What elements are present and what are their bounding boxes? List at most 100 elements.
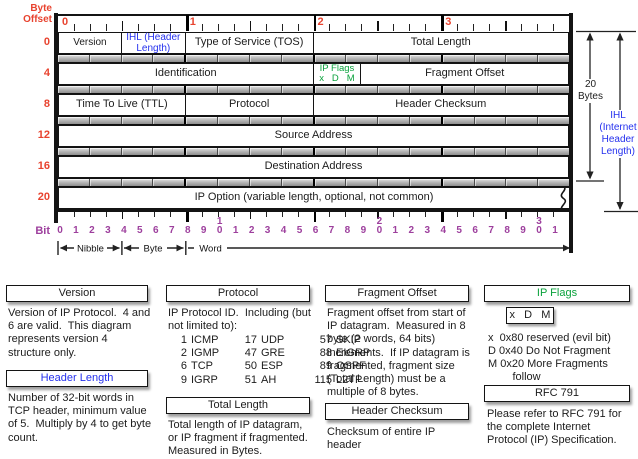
bottom-ruler-tick (457, 212, 459, 217)
field-cell-protocol: Protocol (185, 94, 314, 116)
separator-segment (378, 148, 410, 155)
top-ruler-number: 2 (317, 16, 324, 28)
row-separator-1 (58, 85, 569, 94)
separator-segment (122, 86, 154, 93)
top-ruler-tick (313, 15, 317, 31)
bottom-ruler-tick (121, 212, 124, 219)
separator-segment (506, 117, 539, 124)
bit-number: 7 (328, 225, 335, 236)
separator-segment (90, 117, 122, 124)
bit-number: 1 (392, 225, 399, 236)
note-title-header-length: Header Length (6, 370, 148, 387)
separator-segment (506, 179, 539, 186)
word-scale-label: Word (199, 244, 222, 255)
text-line: header (327, 439, 362, 452)
separator-segment (443, 179, 475, 186)
text-line: structure only. (8, 346, 77, 359)
protocol-id: 50 (244, 360, 257, 373)
bottom-ruler-tick (409, 212, 411, 217)
field-label: IHL (Header Length) (126, 31, 181, 55)
separator-segment (250, 148, 282, 155)
bit-number: 9 (360, 225, 367, 236)
bit-number: 8 (344, 225, 351, 236)
separator-segment (122, 117, 154, 124)
bottom-ruler-tick (489, 212, 491, 217)
text-line: or IP fragment if fragmented. (168, 432, 308, 445)
bottom-ruler-tick (377, 212, 379, 219)
text-line: M 0x20 More Fragments (488, 358, 608, 370)
top-ruler-tick (217, 24, 219, 31)
bit-number: 3 (264, 225, 271, 236)
separator-segment (378, 55, 410, 62)
bottom-ruler-tick (89, 212, 91, 217)
top-ruler-tick (73, 24, 75, 31)
top-ruler-tick (201, 24, 203, 31)
separator-segment (218, 55, 250, 62)
text-line: Checksum of entire IP (327, 426, 436, 438)
bit-number: 4 (121, 225, 127, 236)
separator-segment (58, 117, 90, 124)
separator-segment (443, 55, 475, 62)
text-line: not limited to): (168, 320, 238, 333)
bit-number: 3 (105, 225, 111, 236)
separator-segment (58, 55, 90, 62)
top-ruler-tick (249, 21, 252, 31)
separator-segment (218, 86, 250, 93)
top-ruler-tick (409, 24, 411, 31)
row-separator-4 (58, 178, 569, 187)
note-body-header-length: Number of 32-bit words in TCP header, min… (8, 392, 151, 445)
byte-offset-axis-label: Byte Offset (23, 3, 52, 25)
text-line: Total length of IP datagram, (168, 419, 303, 431)
text-line: of 5. Multiply by 4 to get byte (8, 418, 152, 431)
separator-segment (250, 55, 282, 62)
separator-segment (186, 86, 219, 93)
protocol-name: TCP (191, 360, 213, 373)
protocol-id: 89 (319, 360, 332, 373)
separator-segment (410, 117, 443, 124)
text-line: Version of IP Protocol. 4 and (8, 307, 151, 319)
separator-segment (250, 117, 282, 124)
separator-segment (122, 55, 154, 62)
top-ruler-number: 0 (62, 16, 69, 28)
right-frame-line (569, 13, 573, 253)
separator-segment (346, 179, 379, 186)
top-ruler-tick (297, 24, 299, 31)
text-line: IP datagram. Measured in 8 (327, 320, 466, 333)
note-title-version: Version (6, 285, 148, 302)
bit-number: 3 (424, 225, 431, 236)
separator-segment (58, 148, 90, 155)
separator-segment (538, 179, 569, 186)
protocol-name: IGRP (191, 373, 218, 386)
separator-segment (90, 148, 122, 155)
ihl-length-label: IHL (Internet Header Length) (597, 110, 638, 158)
bottom-ruler-line (54, 209, 573, 212)
field-cell-total-length: Total Length (313, 32, 569, 54)
note-body-protocol: IP Protocol ID. Including (but not limite… (168, 307, 311, 333)
top-ruler-tick (169, 24, 171, 31)
note-body-total-length: Total length of IP datagram, or IP fragme… (168, 419, 308, 459)
separator-segment (506, 86, 539, 93)
separator-segment (218, 179, 250, 186)
separator-segment (58, 86, 90, 93)
field-cell-type-of-service-tos: Type of Service (TOS) (185, 32, 314, 54)
separator-segment (410, 179, 443, 186)
text-line: multiple of 8 bytes. (327, 386, 419, 399)
separator-segment (282, 117, 315, 124)
field-label: Protocol (228, 98, 270, 111)
protocol-id: 47 (244, 347, 257, 360)
twenty-bytes-label: 20 Bytes (574, 79, 607, 103)
top-ruler-tick (105, 24, 107, 31)
note-body-ip-flags: x 0x80 reserved (evil bit) D 0x40 Do Not … (488, 332, 611, 384)
separator-segment (122, 179, 154, 186)
field-cell-ip-option-variable-length-optional-not-common: IP Option (variable length, optional, no… (58, 186, 569, 212)
text-line: increments. If IP datagram is (327, 346, 470, 359)
protocol-id: 6 (180, 360, 187, 373)
note-body-rfc-791: Please refer to RFC 791 for the complete … (487, 408, 622, 448)
separator-segment (346, 55, 379, 62)
field-cell-ip-flags: IP Flags x D M (313, 63, 362, 85)
top-ruler-tick (457, 24, 459, 31)
field-cell-version: Version (58, 32, 122, 54)
separator-segment (346, 117, 379, 124)
header-row-offset-4: Identification IP Flags x D M Fragment Offs… (58, 63, 569, 85)
separator-segment (410, 86, 443, 93)
